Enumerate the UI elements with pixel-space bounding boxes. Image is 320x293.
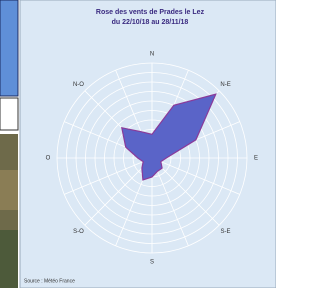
source: Source : Météo France xyxy=(24,278,75,284)
direction-label: S xyxy=(150,260,154,266)
direction-label: N-O xyxy=(73,82,84,88)
direction-label: S-E xyxy=(221,229,231,235)
page: {"chart_data": {"type": "radar", "title"… xyxy=(0,0,276,288)
direction-label: E xyxy=(254,156,258,162)
photo-detail xyxy=(0,170,18,210)
chart-title: Rose des vents de Prades le Lez xyxy=(96,9,205,16)
direction-label: N-E xyxy=(220,82,230,88)
side-panel xyxy=(0,0,18,96)
direction-label: S-O xyxy=(73,229,84,235)
side-box xyxy=(0,98,18,130)
screenshot: Rose des vents de Prades le Lez du 22/10… xyxy=(0,0,276,288)
direction-label: N xyxy=(150,52,154,58)
photo-detail xyxy=(0,230,18,288)
chart-subtitle: du 22/10/18 au 28/11/18 xyxy=(112,19,189,26)
direction-label: O xyxy=(46,156,51,162)
